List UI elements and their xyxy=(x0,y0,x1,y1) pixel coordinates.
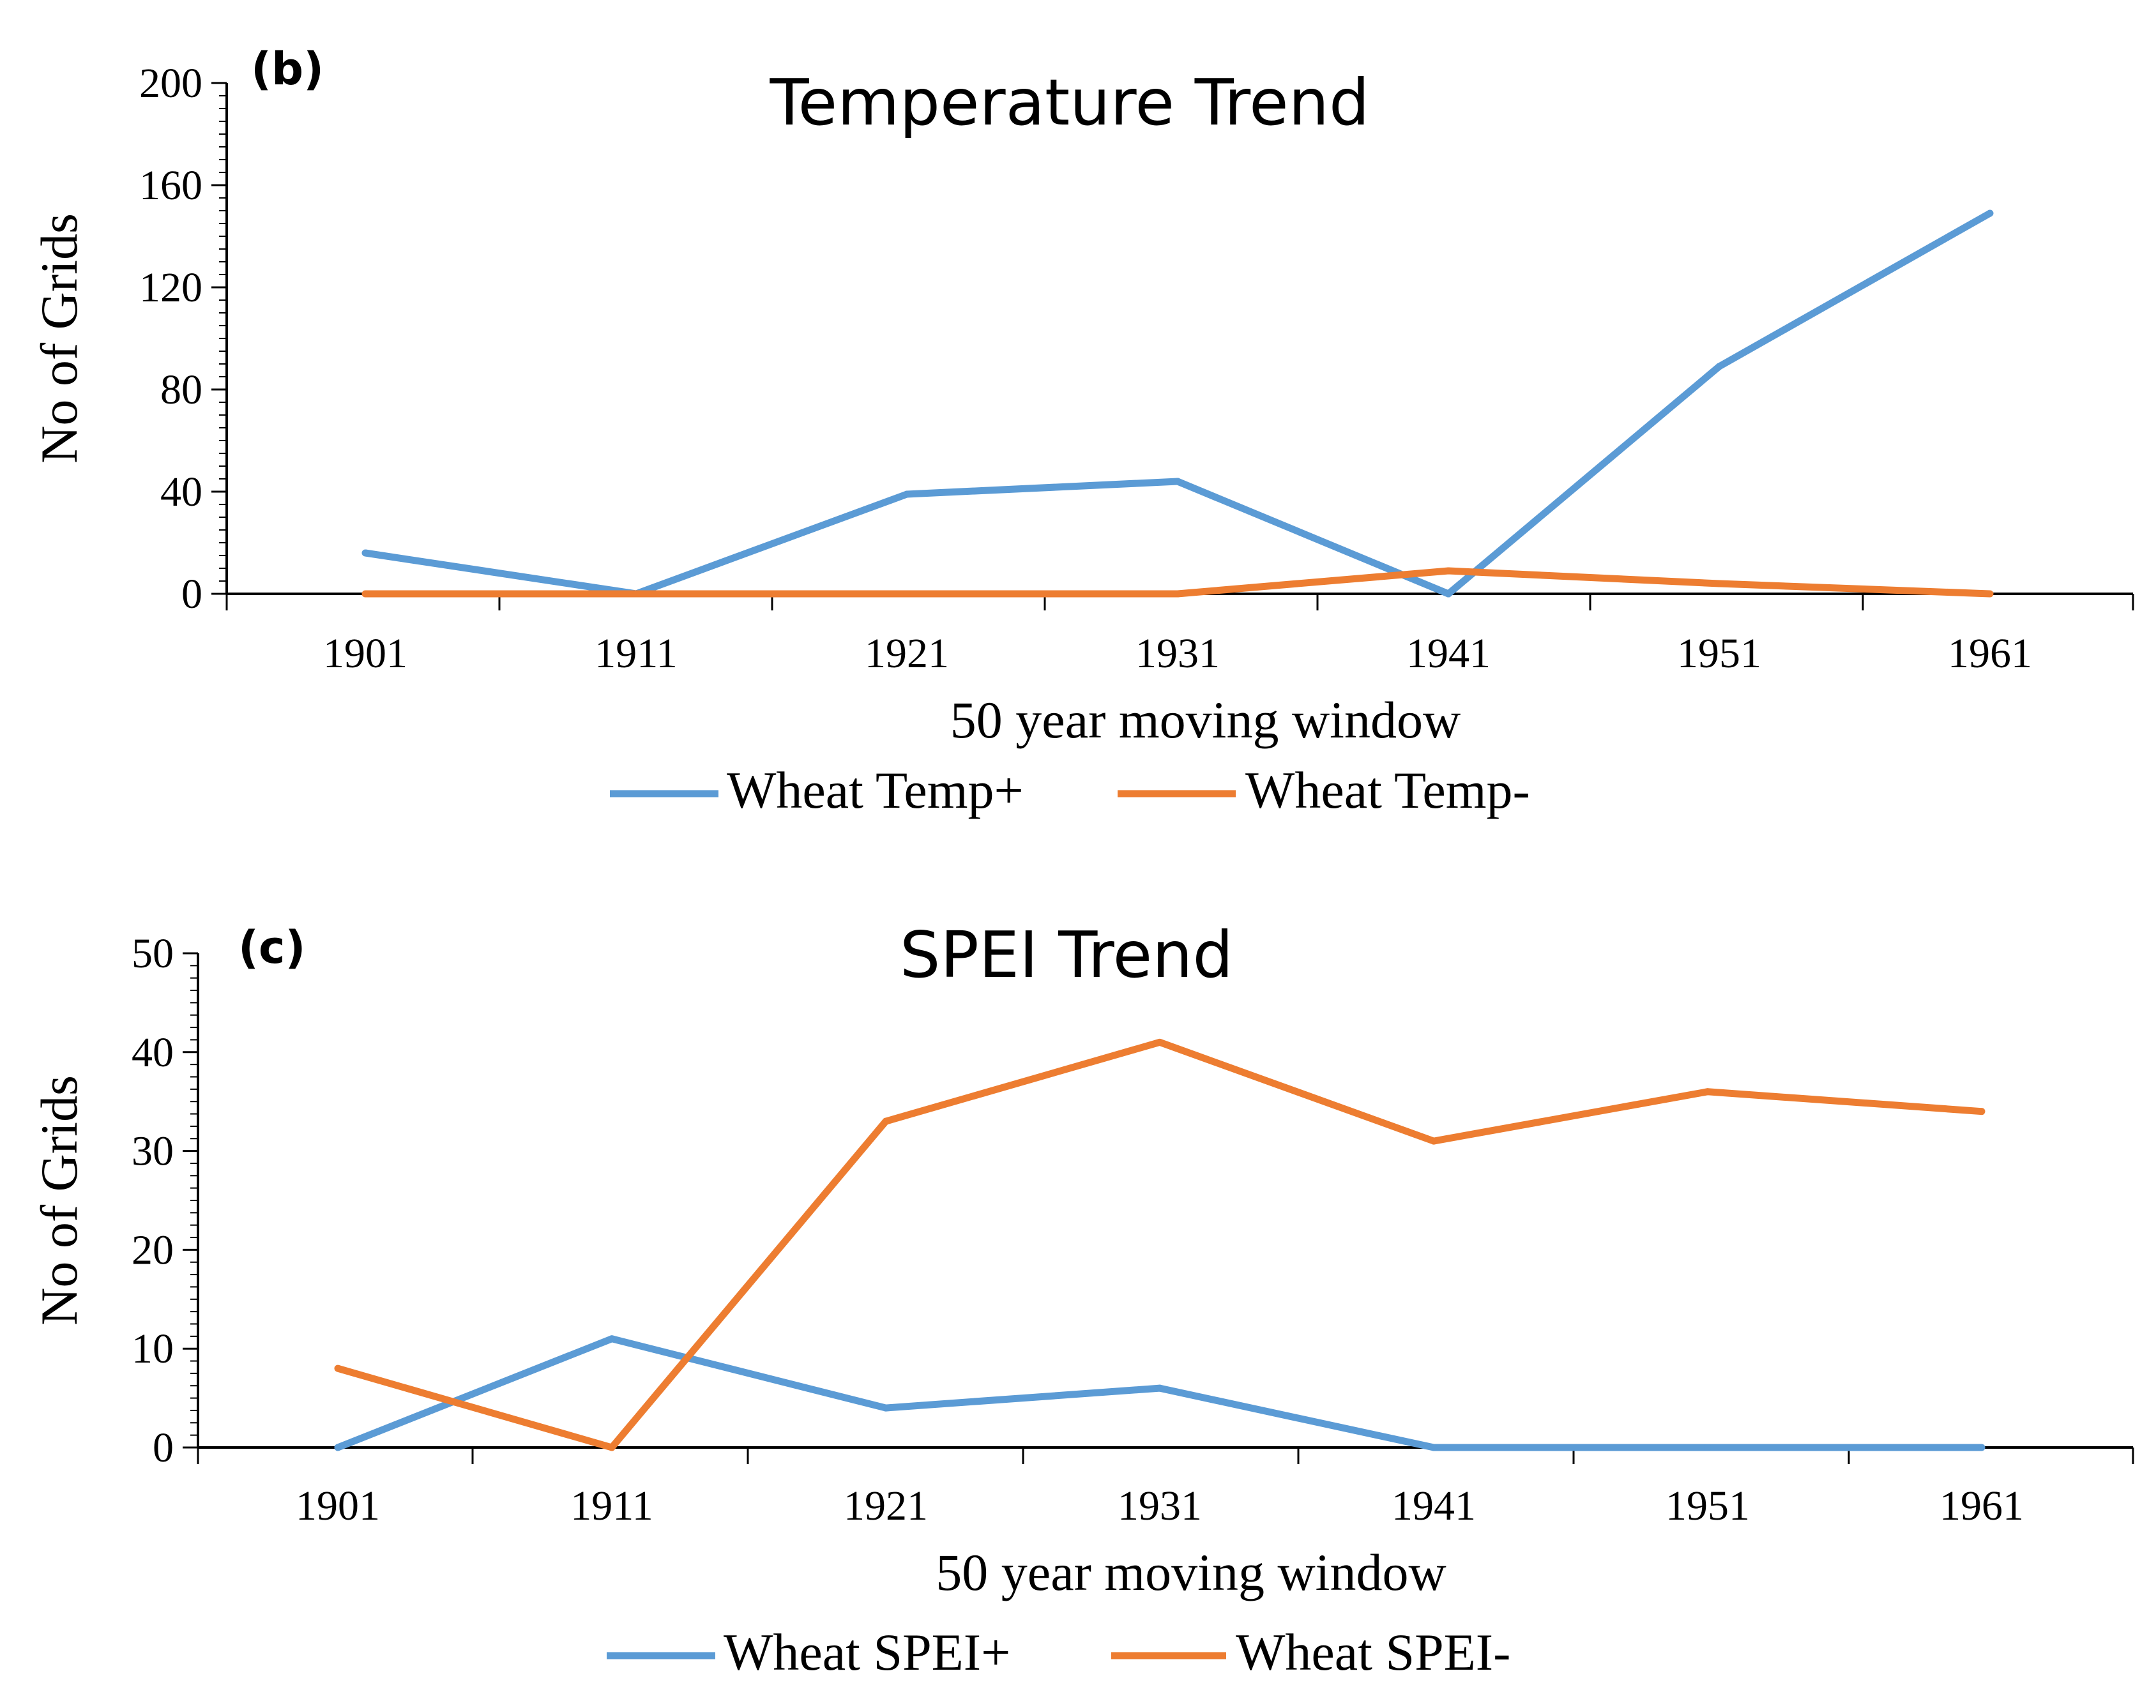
legend-label: Wheat Temp+ xyxy=(727,761,1024,819)
x-tick-label: 1901 xyxy=(323,630,407,677)
data-point xyxy=(882,1117,890,1125)
y-tick-label: 120 xyxy=(139,264,202,311)
legend-label: Wheat SPEI+ xyxy=(724,1623,1010,1681)
x-tick-label: 1931 xyxy=(1118,1483,1202,1529)
x-tick-label: 1911 xyxy=(595,630,678,677)
data-point xyxy=(1156,1038,1164,1046)
x-tick-label: 1941 xyxy=(1392,1483,1476,1529)
panel-label: (b) xyxy=(251,43,324,95)
data-point xyxy=(1986,590,1994,598)
series-line-positive xyxy=(365,210,1992,598)
legend-label: Wheat SPEI- xyxy=(1236,1623,1510,1681)
data-point xyxy=(1704,1444,1712,1451)
data-point xyxy=(1445,590,1452,598)
data-point xyxy=(608,1444,616,1451)
data-point xyxy=(1174,590,1181,598)
data-point xyxy=(1445,567,1452,575)
panel-label: (c) xyxy=(238,921,305,974)
y-tick-label: 20 xyxy=(132,1227,174,1273)
data-point xyxy=(608,1335,616,1343)
x-tick-label: 1961 xyxy=(1948,630,2032,677)
x-tick-label: 1941 xyxy=(1406,630,1491,677)
x-tick-label: 1951 xyxy=(1666,1483,1750,1529)
data-point xyxy=(334,1444,342,1451)
data-point xyxy=(361,549,369,557)
x-axis-label: 50 year moving window xyxy=(950,691,1461,749)
data-point xyxy=(361,590,369,598)
y-tick-label: 80 xyxy=(160,367,202,413)
data-point xyxy=(903,490,911,498)
temperature-chart: 0 40 80 120 160 200 1901 1911 1921 1931 1941 1951 19… xyxy=(30,43,2134,819)
x-tick-label: 1921 xyxy=(865,630,949,677)
legend-label: Wheat Temp- xyxy=(1245,761,1530,819)
x-tick-label: 1911 xyxy=(570,1483,653,1529)
y-tick-label: 40 xyxy=(160,469,202,515)
y-axis-label: No of Grids xyxy=(30,213,88,464)
data-point xyxy=(1978,1108,1985,1115)
y-tick-label: 160 xyxy=(139,162,202,209)
legend: Wheat SPEI+ Wheat SPEI- xyxy=(607,1623,1510,1681)
data-point xyxy=(1430,1444,1438,1451)
x-tick-label: 1961 xyxy=(1940,1483,2024,1529)
chart-title: SPEI Trend xyxy=(900,918,1233,992)
data-point xyxy=(882,1404,890,1412)
data-point xyxy=(1986,209,1994,217)
data-point xyxy=(903,590,911,598)
data-point xyxy=(1715,580,1723,587)
x-tick-label: 1931 xyxy=(1135,630,1220,677)
x-tick-label: 1901 xyxy=(296,1483,380,1529)
chart-title: Temperature Trend xyxy=(770,65,1370,140)
x-axis-label: 50 year moving window xyxy=(936,1543,1446,1601)
spei-chart: 0 10 20 30 40 50 1901 1911 1921 1931 1941 1951 1961 (… xyxy=(30,918,2134,1681)
data-point xyxy=(1715,363,1723,370)
data-point xyxy=(1430,1137,1438,1145)
y-tick-label: 200 xyxy=(139,60,202,107)
y-tick-label: 30 xyxy=(132,1128,174,1175)
x-tick-label: 1951 xyxy=(1677,630,1761,677)
y-tick-label: 0 xyxy=(153,1425,174,1471)
y-axis-label: No of Grids xyxy=(30,1075,88,1326)
y-tick-label: 50 xyxy=(132,930,174,977)
series-line-positive xyxy=(336,1335,1982,1451)
legend: Wheat Temp+ Wheat Temp- xyxy=(610,761,1530,819)
data-point xyxy=(1156,1384,1164,1392)
y-tick-label: 10 xyxy=(132,1326,174,1372)
y-tick-label: 0 xyxy=(181,571,202,617)
data-point xyxy=(1704,1088,1712,1096)
data-point xyxy=(632,590,640,598)
x-tick-label: 1921 xyxy=(844,1483,928,1529)
data-point xyxy=(1978,1444,1985,1451)
data-point xyxy=(334,1364,342,1372)
y-tick-label: 40 xyxy=(132,1029,174,1076)
data-point xyxy=(1174,478,1181,485)
